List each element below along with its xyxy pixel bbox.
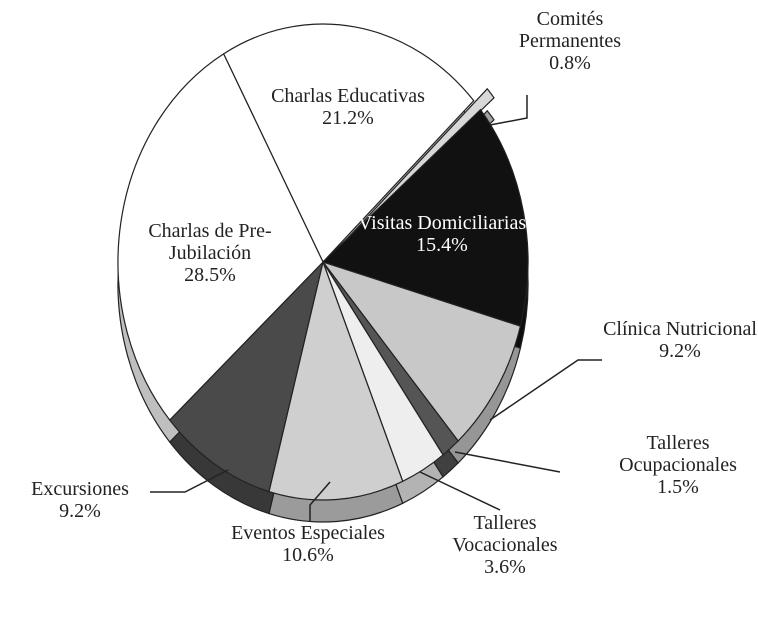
pie-slice [222, 23, 475, 264]
pie-slice [117, 52, 324, 421]
value-label: 9.2% [659, 340, 701, 362]
leader-line [150, 469, 229, 493]
leader-line [419, 471, 501, 511]
pie-slice [321, 260, 522, 442]
value-label: 3.6% [484, 556, 526, 578]
pie-slice [321, 108, 529, 327]
slice-label: Charlas Educativas 21.2% [263, 85, 433, 129]
value-label: 28.5% [184, 264, 236, 286]
slice-label: Talleres Ocupacionales 1.5% [593, 432, 758, 498]
leader-line [489, 95, 528, 126]
leader-line [489, 359, 602, 421]
slice-label: Charlas de Pre-Jubilación 28.5% [135, 220, 285, 286]
category-name: Eventos Especiales [231, 522, 385, 544]
category-name: Visitas Domiciliarias [357, 212, 527, 234]
category-name: Talleres Vocacionales [452, 512, 558, 556]
slice-label: Eventos Especiales 10.6% [223, 522, 393, 566]
leader-line [309, 481, 331, 522]
pie-slice [168, 260, 325, 493]
category-name: Excursiones [31, 478, 129, 500]
slice-label: Clínica Nutricional 9.2% [595, 318, 758, 362]
category-name: Charlas Educativas [271, 85, 425, 107]
leader-line [454, 451, 561, 473]
pie-slice [336, 87, 495, 251]
value-label: 10.6% [282, 544, 334, 566]
value-label: 9.2% [59, 500, 101, 522]
slice-label: Talleres Vocacionales 3.6% [420, 512, 590, 578]
slice-label: Comités Permanentes 0.8% [485, 8, 655, 74]
slice-label: Excursiones 9.2% [0, 478, 165, 522]
value-label: 15.4% [416, 234, 468, 256]
category-name: Clínica Nutricional [603, 318, 757, 340]
value-label: 21.2% [322, 107, 374, 129]
category-name: Charlas de Pre-Jubilación [148, 220, 272, 264]
pie-slice [268, 259, 404, 501]
slice-label: Visitas Domiciliarias 15.4% [357, 212, 527, 256]
value-label: 1.5% [657, 476, 699, 498]
category-name: Comités Permanentes [518, 8, 622, 52]
value-label: 0.8% [549, 52, 591, 74]
category-name: Talleres Ocupacionales [619, 432, 737, 476]
